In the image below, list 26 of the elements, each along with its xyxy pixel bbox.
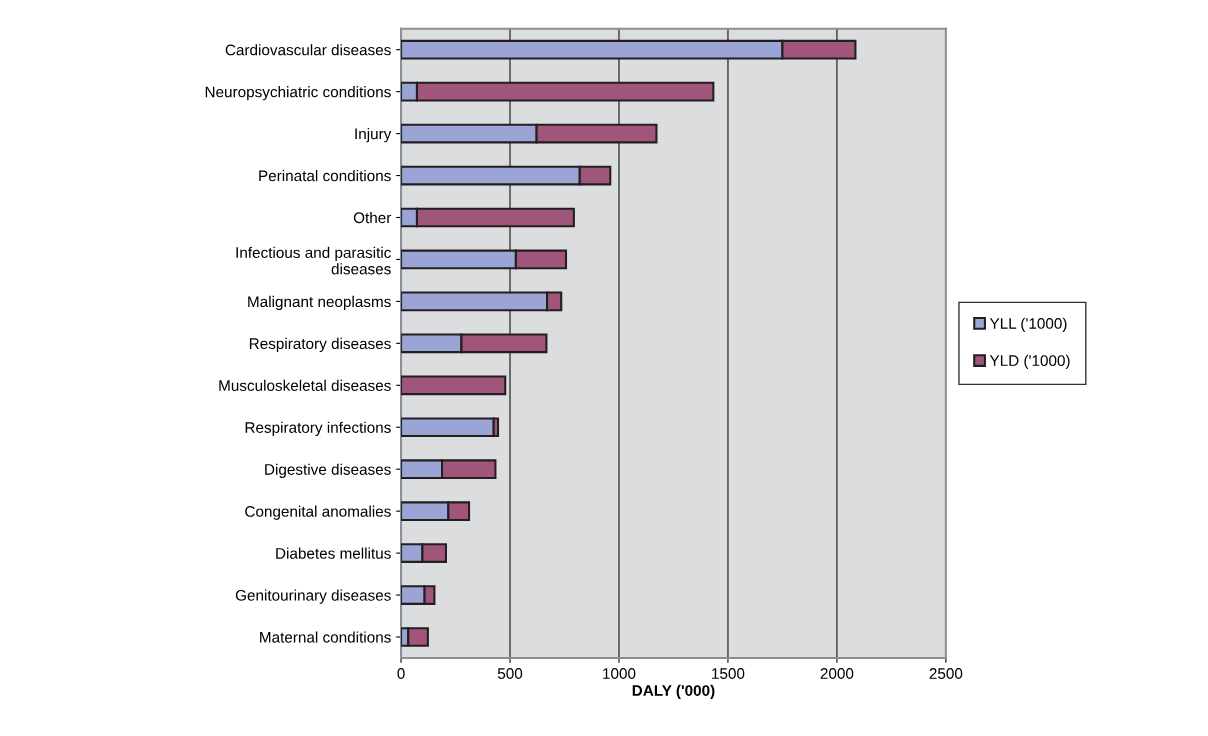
legend-label: YLD ('1000) bbox=[989, 354, 1070, 370]
y-tick-label: Neuropsychiatric conditions bbox=[205, 86, 391, 101]
y-tick-label: Respiratory diseases bbox=[249, 337, 391, 353]
bar bbox=[401, 417, 495, 438]
y-tick-label: Infectious and parasitic diseases bbox=[236, 246, 391, 275]
y-tick-label: Digestive diseases bbox=[265, 463, 391, 478]
y-tick-label: Musculoskeletal diseases bbox=[219, 379, 391, 391]
x-tick-label: 500 bbox=[497, 668, 523, 679]
x-tick-label: 2500 bbox=[929, 668, 963, 679]
x-tick-label: 1500 bbox=[712, 668, 745, 679]
x-axis-title: DALY ('000) bbox=[632, 684, 715, 699]
y-tick-label: Maternal conditions bbox=[260, 631, 391, 643]
y-tick-label: Malignant neoplasms bbox=[248, 295, 391, 311]
y-tick-label: Diabetes mellitus bbox=[276, 547, 391, 559]
y-tick-label: Other bbox=[353, 211, 392, 224]
legend-label: YLL ('1000) bbox=[989, 317, 1067, 332]
y-tick-label: Injury bbox=[355, 128, 392, 143]
y-tick-label: Genitourinary diseases bbox=[235, 589, 391, 604]
y-tick-label: Perinatal conditions bbox=[259, 170, 391, 182]
x-tick-label: 2000 bbox=[820, 668, 854, 679]
x-tick-label: 0 bbox=[397, 668, 405, 679]
y-tick-label: Respiratory infections bbox=[245, 421, 391, 436]
bar bbox=[401, 375, 507, 396]
y-tick-label: Cardiovascular diseases bbox=[225, 44, 391, 56]
x-tick-label: 1000 bbox=[603, 668, 636, 679]
y-tick-label: Congenital anomalies bbox=[245, 505, 391, 520]
